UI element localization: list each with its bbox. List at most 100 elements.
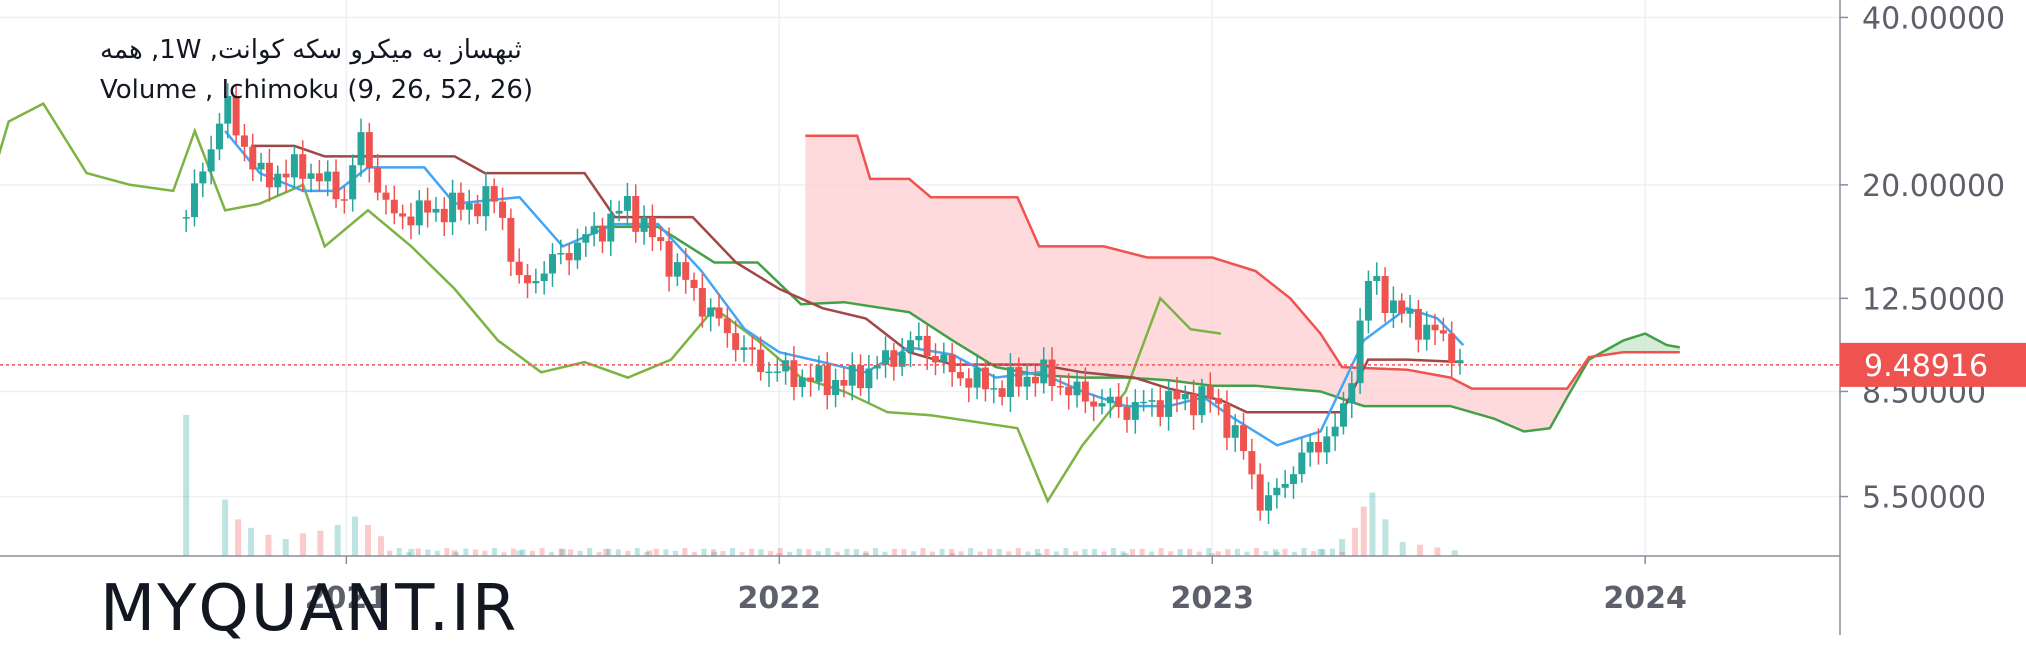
candle-up (1389, 300, 1397, 313)
volume-bar (1434, 547, 1441, 556)
volume-bar (1352, 527, 1359, 556)
volume-bar (806, 549, 812, 556)
candle-up (1098, 403, 1106, 407)
volume-bar (248, 527, 255, 556)
candle-up (898, 352, 906, 367)
volume-bar (1036, 553, 1043, 556)
candle-down (1381, 276, 1389, 313)
candle-down (1248, 451, 1256, 475)
candle-up (274, 173, 282, 188)
candle-up (673, 262, 681, 277)
volume-bar (653, 548, 659, 556)
candle-down (790, 360, 798, 387)
volume-bar (1006, 551, 1012, 556)
candle-down (890, 350, 898, 367)
volume-bar (587, 548, 593, 556)
candle-up (865, 368, 873, 389)
volume-bar (1225, 549, 1231, 556)
candle-down (1081, 381, 1089, 402)
candle-down (265, 162, 273, 188)
volume-bar (796, 548, 802, 556)
candle-up (449, 192, 457, 223)
y-tick-label: 12.50000 (1862, 282, 2005, 317)
candle-up (1231, 425, 1239, 438)
volume-bar (510, 548, 516, 556)
candle-up (349, 165, 357, 200)
volume-bar (235, 519, 242, 556)
candle-up (1406, 308, 1414, 314)
candle-down (399, 213, 407, 217)
volume-bar (1291, 551, 1297, 556)
volume-bar (377, 536, 384, 556)
volume-bar (568, 549, 574, 556)
volume-bar (222, 499, 229, 556)
candle-down (757, 349, 765, 373)
candle-up (940, 354, 948, 363)
candle-down (1314, 441, 1322, 453)
candle-up (615, 210, 623, 214)
candle-down (998, 388, 1006, 397)
candle-up (199, 171, 207, 184)
candle-up (415, 200, 423, 226)
x-tick-label: 2022 (738, 581, 822, 616)
volume-bar (720, 551, 726, 556)
volume-bar (1272, 549, 1278, 556)
volume-bar (1082, 548, 1088, 556)
candle-up (1040, 359, 1048, 384)
y-tick-label: 40.00000 (1862, 1, 2005, 36)
legend-symbol-line: ثبهساز به میکرو سکه کوانت, 1W, همه (100, 35, 522, 65)
candle-up (590, 226, 598, 235)
candle-up (1323, 436, 1331, 453)
volume-bar (300, 533, 307, 556)
candle-down (424, 200, 432, 213)
candle-up (532, 281, 540, 284)
candle-up (465, 203, 473, 210)
volume-bar (558, 548, 564, 556)
candle-down (407, 216, 415, 226)
volume-bar (451, 550, 458, 556)
volume-bar (987, 548, 993, 556)
candle-up (1140, 401, 1148, 404)
cloud-bullish (1595, 333, 1680, 357)
candle-down (365, 132, 373, 168)
candle-up (765, 371, 773, 374)
candle-down (840, 379, 848, 386)
volume-bar (1339, 539, 1346, 556)
volume-bar (891, 548, 897, 556)
volume-bar (539, 548, 545, 556)
volume-bar (577, 550, 583, 556)
candle-up (290, 154, 298, 178)
volume-bar (444, 548, 450, 556)
volume-bar (1177, 549, 1183, 556)
candle-down (732, 333, 740, 350)
volume-bar (408, 548, 415, 556)
candle-down (282, 173, 290, 178)
volume-bar (872, 548, 878, 556)
candle-down (1156, 400, 1164, 417)
candle-up (640, 217, 648, 232)
candle-down (1223, 403, 1231, 438)
volume-bar (672, 550, 678, 556)
volume-bar (776, 553, 783, 556)
volume-bar (530, 550, 536, 556)
candle-up (1006, 367, 1014, 397)
volume-bar (352, 516, 359, 556)
candle-down (507, 217, 515, 262)
chikou-span-line (0, 101, 1222, 504)
candle-up (1289, 474, 1297, 484)
candlesticks[interactable] (182, 83, 1464, 524)
volume-bar (787, 551, 793, 556)
candle-down (1190, 393, 1198, 416)
volume-bar (815, 551, 821, 556)
volume-bar (615, 549, 621, 556)
candle-down (857, 365, 865, 389)
volume-bar (606, 548, 612, 556)
candle-down (948, 354, 956, 373)
volume-bar (603, 548, 610, 556)
volume-bar (930, 551, 936, 556)
candle-up (1073, 381, 1081, 396)
volume-bar (1122, 553, 1129, 556)
volume-bar (711, 551, 718, 556)
